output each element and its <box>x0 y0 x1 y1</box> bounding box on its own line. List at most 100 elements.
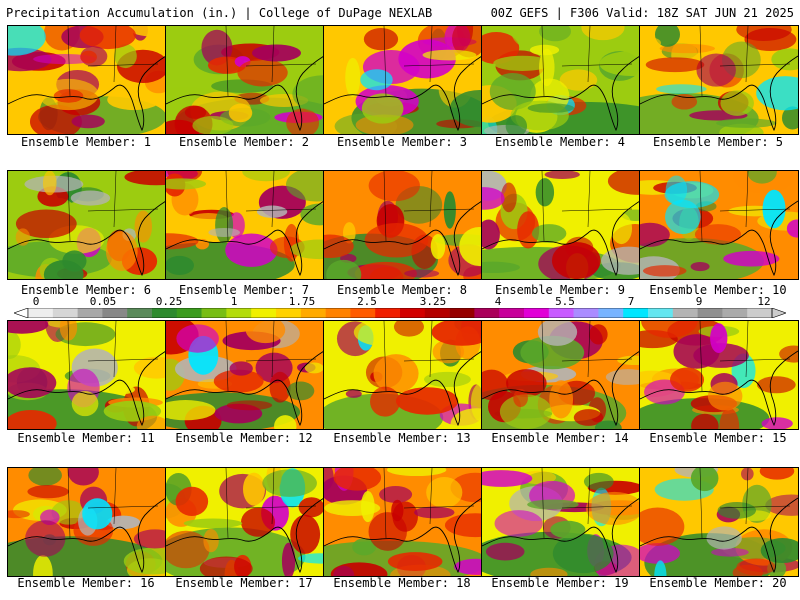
member-label-16: Ensemble Member: 16 <box>17 576 155 590</box>
coastline <box>8 200 166 277</box>
state-borders <box>541 26 633 97</box>
ensemble-map-8 <box>323 170 483 280</box>
ensemble-map-1 <box>7 25 167 135</box>
colorbar-swatch <box>127 308 153 318</box>
member-label-17: Ensemble Member: 17 <box>175 576 313 590</box>
ensemble-map-5 <box>639 25 799 135</box>
state-borders <box>67 171 159 242</box>
colorbar-swatch <box>77 308 103 318</box>
coastline <box>8 497 166 574</box>
coastline <box>640 497 798 574</box>
coastline <box>482 497 640 574</box>
state-borders <box>383 171 475 242</box>
state-borders <box>225 171 317 242</box>
coastline <box>482 200 640 277</box>
colorbar-tick-label: 9 <box>695 295 703 308</box>
coastline <box>640 200 798 277</box>
colorbar-tick-label: 1 <box>230 295 238 308</box>
state-borders <box>225 321 317 392</box>
colorbar <box>14 308 786 318</box>
coastline <box>482 55 640 132</box>
run-valid-time: 00Z GEFS | F306 Valid: 18Z SAT JUN 21 20… <box>490 6 794 20</box>
colorbar-swatch <box>276 308 302 318</box>
coastline <box>640 55 798 132</box>
ensemble-map-11 <box>7 320 167 430</box>
colorbar-swatch <box>648 308 674 318</box>
coastline <box>324 497 482 574</box>
colorbar-min-arrow <box>14 308 29 318</box>
member-label-6: Ensemble Member: 6 <box>20 283 152 297</box>
ensemble-map-15 <box>639 320 799 430</box>
ensemble-map-12 <box>165 320 325 430</box>
ensemble-map-9 <box>481 170 641 280</box>
colorbar-swatch <box>598 308 624 318</box>
state-borders <box>541 321 633 392</box>
precip-field <box>8 26 166 134</box>
state-borders <box>699 26 791 97</box>
member-label-3: Ensemble Member: 3 <box>336 135 468 149</box>
state-borders <box>541 171 633 242</box>
member-label-19: Ensemble Member: 19 <box>491 576 629 590</box>
colorbar-swatch <box>52 308 78 318</box>
colorbar-swatch <box>325 308 351 318</box>
coastline <box>166 350 324 427</box>
colorbar-swatch <box>201 308 227 318</box>
colorbar-swatch <box>28 308 54 318</box>
colorbar-swatch <box>623 308 649 318</box>
member-label-12: Ensemble Member: 12 <box>175 431 313 445</box>
colorbar-swatch <box>350 308 376 318</box>
member-label-8: Ensemble Member: 8 <box>336 283 468 297</box>
colorbar-swatch <box>672 308 698 318</box>
colorbar-swatch <box>449 308 475 318</box>
member-label-7: Ensemble Member: 7 <box>178 283 310 297</box>
colorbar-swatch <box>226 308 252 318</box>
member-label-15: Ensemble Member: 15 <box>649 431 787 445</box>
precip-field <box>8 468 166 576</box>
precip-field <box>482 321 640 429</box>
precip-field <box>640 321 798 429</box>
colorbar-tick-label: 2.5 <box>357 295 377 308</box>
member-label-1: Ensemble Member: 1 <box>20 135 152 149</box>
colorbar-swatch <box>400 308 426 318</box>
precip-field <box>166 171 324 279</box>
coastline <box>482 350 640 427</box>
colorbar-swatch <box>375 308 401 318</box>
precip-field <box>8 321 166 429</box>
member-label-20: Ensemble Member: 20 <box>649 576 787 590</box>
colorbar-swatch <box>251 308 277 318</box>
colorbar-swatch <box>499 308 525 318</box>
coastline <box>8 55 166 132</box>
colorbar-swatch <box>474 308 500 318</box>
coastline <box>324 350 482 427</box>
ensemble-map-10 <box>639 170 799 280</box>
ensemble-map-20 <box>639 467 799 577</box>
coastline <box>166 497 324 574</box>
precip-field <box>324 26 482 134</box>
state-borders <box>541 468 633 539</box>
colorbar-tick-label: 1.75 <box>288 295 316 308</box>
ensemble-map-16 <box>7 467 167 577</box>
state-borders <box>699 171 791 242</box>
state-borders <box>383 321 475 392</box>
ensemble-map-6 <box>7 170 167 280</box>
colorbar-max-arrow <box>771 308 786 318</box>
coastline <box>166 55 324 132</box>
precip-field <box>324 468 482 576</box>
state-borders <box>383 468 475 539</box>
ensemble-map-18 <box>323 467 483 577</box>
colorbar-tick-label: 4 <box>494 295 502 308</box>
member-label-10: Ensemble Member: 10 <box>649 283 787 297</box>
state-borders <box>67 321 159 392</box>
precip-field <box>482 26 640 134</box>
ensemble-map-19 <box>481 467 641 577</box>
colorbar-swatch <box>300 308 326 318</box>
coastline <box>324 55 482 132</box>
member-label-13: Ensemble Member: 13 <box>333 431 471 445</box>
member-label-11: Ensemble Member: 11 <box>17 431 155 445</box>
colorbar-tick-label: 7 <box>627 295 635 308</box>
precip-field <box>166 468 324 576</box>
colorbar-tick-label: 0.25 <box>155 295 183 308</box>
ensemble-map-7 <box>165 170 325 280</box>
member-label-9: Ensemble Member: 9 <box>494 283 626 297</box>
member-label-2: Ensemble Member: 2 <box>178 135 310 149</box>
